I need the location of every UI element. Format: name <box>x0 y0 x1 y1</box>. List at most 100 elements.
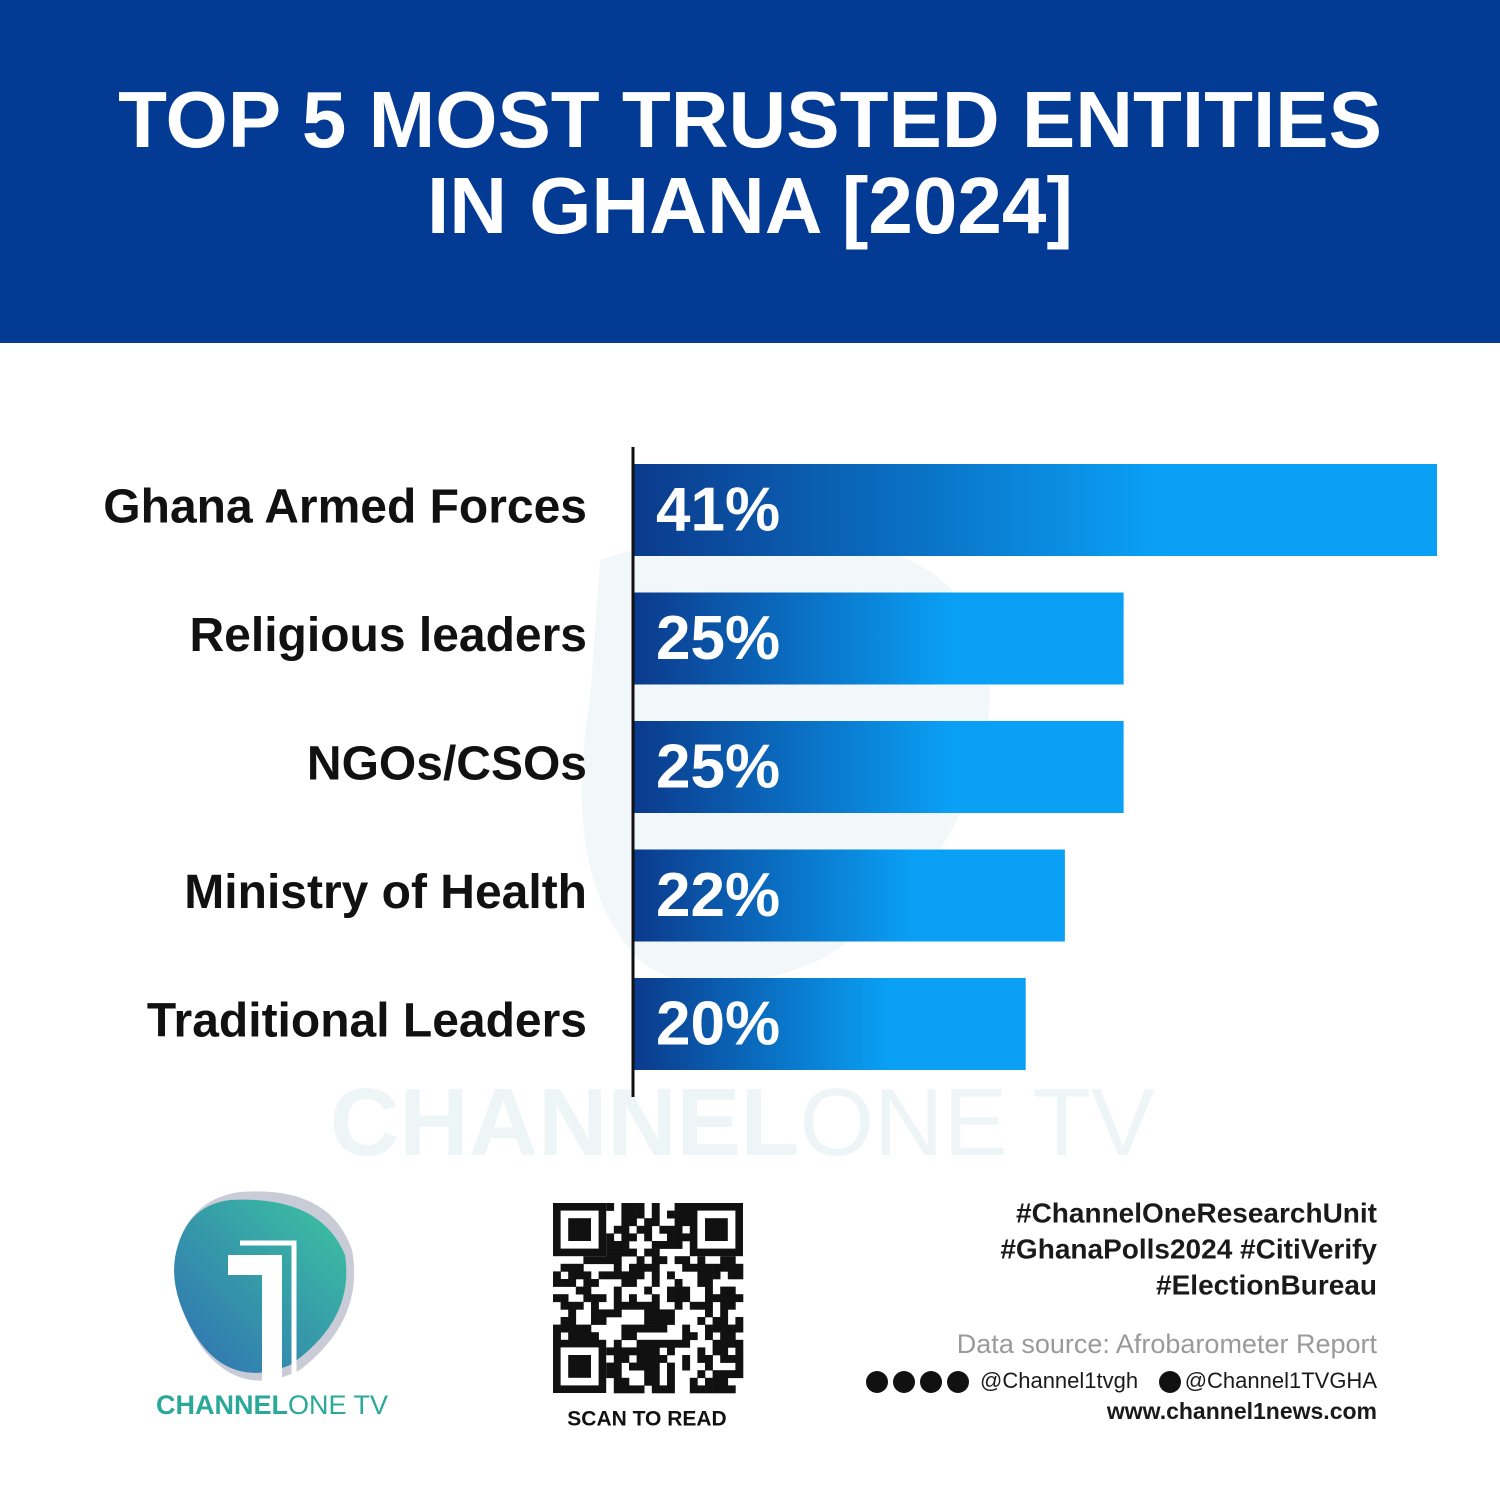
qr-module <box>651 1301 660 1310</box>
qr-module <box>682 1286 691 1295</box>
qr-module <box>667 1233 675 1242</box>
qr-module <box>682 1218 691 1227</box>
qr-module <box>613 1301 622 1310</box>
qr-module <box>735 1339 744 1348</box>
qr-module <box>674 1233 683 1242</box>
website: www.channel1news.com <box>1106 1398 1377 1424</box>
qr-module <box>689 1301 698 1310</box>
qr-module <box>735 1324 744 1333</box>
qr-module <box>629 1301 637 1310</box>
logo-one <box>228 1255 282 1385</box>
qr-module <box>651 1377 660 1386</box>
qr-module <box>667 1309 675 1318</box>
qr-module <box>651 1324 660 1333</box>
qr-module <box>720 1385 729 1394</box>
qr-module <box>629 1218 637 1227</box>
bar-chart: Ghana Armed Forces 41% Religious leaders 25… <box>103 464 1437 1070</box>
qr-module <box>674 1225 683 1234</box>
qr-finder-core <box>705 1218 728 1241</box>
qr-module <box>705 1385 713 1394</box>
qr-module <box>636 1203 645 1211</box>
qr-module <box>651 1317 660 1325</box>
qr-module <box>667 1377 675 1386</box>
qr-module <box>659 1355 668 1363</box>
qr-module <box>606 1248 615 1257</box>
qr-module <box>651 1362 660 1371</box>
qr-module <box>667 1294 675 1303</box>
qr-module <box>651 1263 660 1272</box>
qr-module <box>613 1339 622 1348</box>
qr-module <box>621 1241 630 1249</box>
qr-module <box>613 1362 622 1371</box>
qr-module <box>613 1309 622 1318</box>
qr-module <box>629 1332 637 1341</box>
qr-module <box>575 1324 584 1333</box>
qr-module <box>636 1301 645 1310</box>
qr-module <box>591 1332 599 1341</box>
qr-module <box>720 1294 729 1303</box>
qr-module <box>727 1370 736 1379</box>
youtube-icon <box>947 1371 969 1393</box>
qr-module <box>636 1385 645 1394</box>
qr-module <box>651 1248 660 1257</box>
qr-module <box>644 1263 653 1272</box>
qr-module <box>613 1347 622 1356</box>
qr-module <box>560 1263 569 1272</box>
qr-module <box>583 1279 592 1287</box>
qr-module <box>667 1225 675 1234</box>
qr-module <box>659 1339 668 1348</box>
facebook-icon <box>866 1371 888 1393</box>
qr-module <box>636 1339 645 1348</box>
qr-module <box>591 1279 599 1287</box>
qr-module <box>553 1271 561 1280</box>
qr-module <box>591 1301 599 1310</box>
qr-module <box>697 1263 706 1272</box>
bar <box>634 721 1124 813</box>
qr-module <box>705 1377 713 1386</box>
logo-shape <box>174 1199 347 1373</box>
qr-module <box>682 1332 691 1341</box>
qr-module <box>712 1339 721 1348</box>
qr-module <box>697 1256 706 1265</box>
qr-module <box>606 1370 615 1379</box>
qr-module <box>705 1286 713 1295</box>
qr-module <box>674 1241 683 1249</box>
qr-module <box>720 1332 729 1341</box>
qr-finder <box>689 1203 743 1257</box>
logo-text: CHANNELONE TV <box>156 1390 388 1420</box>
qr-module <box>644 1317 653 1325</box>
qr-module <box>583 1294 592 1303</box>
value-label: 41% <box>656 475 780 544</box>
qr-module <box>636 1347 645 1356</box>
qr-module <box>644 1339 653 1348</box>
qr-module <box>697 1385 706 1394</box>
qr-module <box>644 1347 653 1356</box>
qr-module <box>621 1218 630 1227</box>
qr-module <box>720 1317 729 1325</box>
bar <box>634 849 1065 942</box>
qr-module <box>651 1339 660 1348</box>
qr-module <box>651 1218 660 1227</box>
qr-module <box>560 1301 569 1310</box>
qr-module <box>720 1347 729 1356</box>
qr-module <box>720 1370 729 1379</box>
qr-module <box>674 1294 683 1303</box>
qr-module <box>667 1317 675 1325</box>
qr-module <box>697 1317 706 1325</box>
logo-one-outline <box>240 1240 297 1385</box>
qr-module <box>583 1271 592 1280</box>
qr-module <box>720 1309 729 1318</box>
qr-module <box>644 1218 653 1227</box>
qr-module <box>674 1218 683 1227</box>
qr-module <box>659 1241 668 1249</box>
qr-module <box>606 1271 615 1280</box>
qr-module <box>644 1362 653 1371</box>
category-label: Religious leaders <box>190 609 587 662</box>
qr-module <box>583 1286 592 1295</box>
qr-module <box>712 1317 721 1325</box>
bar <box>634 978 1026 1070</box>
qr-finder-core <box>568 1218 591 1241</box>
qr-module <box>644 1377 653 1386</box>
qr-module <box>606 1256 615 1265</box>
qr-module <box>712 1263 721 1272</box>
